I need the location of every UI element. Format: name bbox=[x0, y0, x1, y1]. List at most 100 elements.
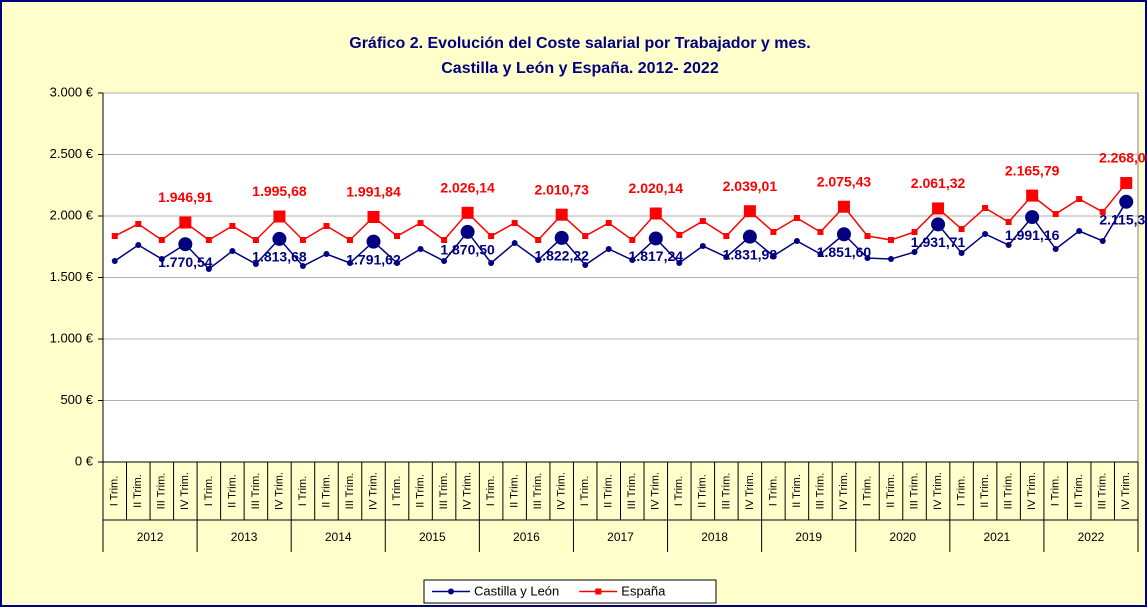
point bbox=[793, 214, 800, 221]
point bbox=[723, 233, 730, 240]
point bbox=[770, 228, 777, 235]
point bbox=[111, 258, 118, 265]
point bbox=[135, 220, 142, 227]
x-tick-label: III Trim. bbox=[344, 473, 356, 510]
legend-box bbox=[423, 579, 717, 604]
point bbox=[417, 245, 424, 252]
point bbox=[1005, 242, 1012, 249]
data-label: 2.010,73 bbox=[534, 181, 589, 197]
data-label: 1.813,68 bbox=[252, 249, 307, 265]
point bbox=[582, 261, 589, 268]
point bbox=[135, 242, 142, 249]
point bbox=[582, 233, 589, 240]
point bbox=[535, 257, 542, 264]
x-group-label: 2013 bbox=[231, 530, 258, 544]
x-tick-label: IV Trim. bbox=[1026, 472, 1038, 510]
x-tick-label: I Trim. bbox=[109, 476, 121, 507]
data-label: 2.039,01 bbox=[723, 178, 778, 194]
point bbox=[272, 231, 287, 246]
data-label: 2.061,32 bbox=[911, 175, 966, 191]
x-group-label: 2015 bbox=[419, 530, 446, 544]
y-tick-label: 3.000 € bbox=[50, 84, 94, 99]
data-label: 1.995,68 bbox=[252, 183, 307, 199]
point bbox=[932, 202, 945, 215]
point bbox=[1099, 208, 1106, 215]
point bbox=[793, 237, 800, 244]
point bbox=[394, 259, 401, 266]
point bbox=[1076, 196, 1083, 203]
data-label: 1.991,84 bbox=[346, 184, 401, 200]
point bbox=[1005, 219, 1012, 226]
point bbox=[699, 243, 706, 250]
point bbox=[649, 207, 662, 220]
point bbox=[554, 230, 569, 245]
data-label: 2.268,00 bbox=[1099, 150, 1147, 166]
point bbox=[837, 200, 850, 213]
data-label: 2.115,35 bbox=[1099, 212, 1147, 228]
point bbox=[1025, 210, 1040, 225]
y-tick-label: 1.500 € bbox=[50, 269, 94, 284]
point bbox=[417, 220, 424, 227]
point bbox=[1052, 211, 1059, 218]
point bbox=[346, 259, 353, 266]
point bbox=[488, 259, 495, 266]
legend-marker bbox=[448, 588, 454, 595]
x-tick-label: II Trim. bbox=[414, 474, 426, 508]
point bbox=[366, 234, 381, 249]
x-tick-label: III Trim. bbox=[532, 473, 544, 510]
point bbox=[346, 236, 353, 243]
x-group-label: 2016 bbox=[513, 530, 540, 544]
x-group-label: 2012 bbox=[137, 530, 164, 544]
legend-label: España bbox=[621, 583, 666, 598]
point bbox=[605, 220, 612, 227]
x-tick-label: I Trim. bbox=[485, 476, 497, 507]
legend-marker bbox=[595, 588, 602, 595]
x-tick-label: I Trim. bbox=[579, 476, 591, 507]
point bbox=[158, 256, 165, 263]
x-tick-label: I Trim. bbox=[673, 476, 685, 507]
x-tick-label: II Trim. bbox=[320, 474, 332, 508]
point bbox=[299, 263, 306, 270]
x-tick-label: I Trim. bbox=[391, 476, 403, 507]
point bbox=[676, 259, 683, 266]
point bbox=[629, 236, 636, 243]
point bbox=[817, 228, 824, 235]
point bbox=[676, 231, 683, 238]
point bbox=[1052, 245, 1059, 252]
x-tick-label: I Trim. bbox=[1050, 476, 1062, 507]
chart-subtitle: Castilla y León y España. 2012- 2022 bbox=[441, 60, 719, 77]
x-tick-label: IV Trim. bbox=[179, 472, 191, 510]
x-group-label: 2017 bbox=[607, 530, 634, 544]
point bbox=[158, 236, 165, 243]
data-label: 2.165,79 bbox=[1005, 162, 1060, 178]
data-label: 1.817,24 bbox=[629, 248, 684, 264]
data-label: 2.075,43 bbox=[817, 173, 872, 189]
x-group-label: 2021 bbox=[984, 530, 1011, 544]
x-tick-label: II Trim. bbox=[509, 474, 521, 508]
x-tick-label: IV Trim. bbox=[650, 472, 662, 510]
point bbox=[836, 227, 851, 242]
legend-label: Castilla y León bbox=[474, 583, 559, 598]
x-group-label: 2019 bbox=[795, 530, 822, 544]
y-tick-label: 500 € bbox=[60, 392, 93, 407]
x-tick-label: III Trim. bbox=[1097, 473, 1109, 510]
point bbox=[911, 249, 918, 256]
point bbox=[323, 222, 330, 229]
point bbox=[605, 245, 612, 252]
x-tick-label: IV Trim. bbox=[1120, 472, 1132, 510]
x-tick-label: II Trim. bbox=[791, 474, 803, 508]
point bbox=[461, 206, 474, 219]
point bbox=[460, 224, 475, 239]
x-group-label: 2018 bbox=[701, 530, 728, 544]
point bbox=[888, 236, 895, 243]
point bbox=[111, 233, 118, 240]
x-tick-label: II Trim. bbox=[603, 474, 615, 508]
x-tick-label: IV Trim. bbox=[932, 472, 944, 510]
point bbox=[1120, 177, 1133, 190]
point bbox=[770, 252, 777, 259]
point bbox=[723, 253, 730, 260]
x-group-label: 2022 bbox=[1078, 530, 1105, 544]
point bbox=[252, 236, 259, 243]
point bbox=[888, 256, 895, 263]
point bbox=[817, 251, 824, 258]
